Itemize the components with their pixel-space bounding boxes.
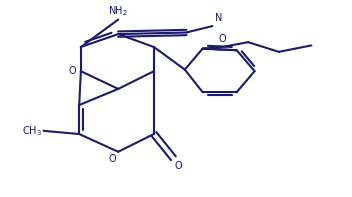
Text: O: O — [108, 154, 116, 164]
Text: O: O — [175, 161, 182, 171]
Text: CH$_3$: CH$_3$ — [22, 124, 42, 138]
Text: O: O — [218, 34, 226, 44]
Text: NH$_2$: NH$_2$ — [108, 4, 128, 18]
Text: N: N — [215, 13, 222, 23]
Text: O: O — [69, 66, 76, 76]
